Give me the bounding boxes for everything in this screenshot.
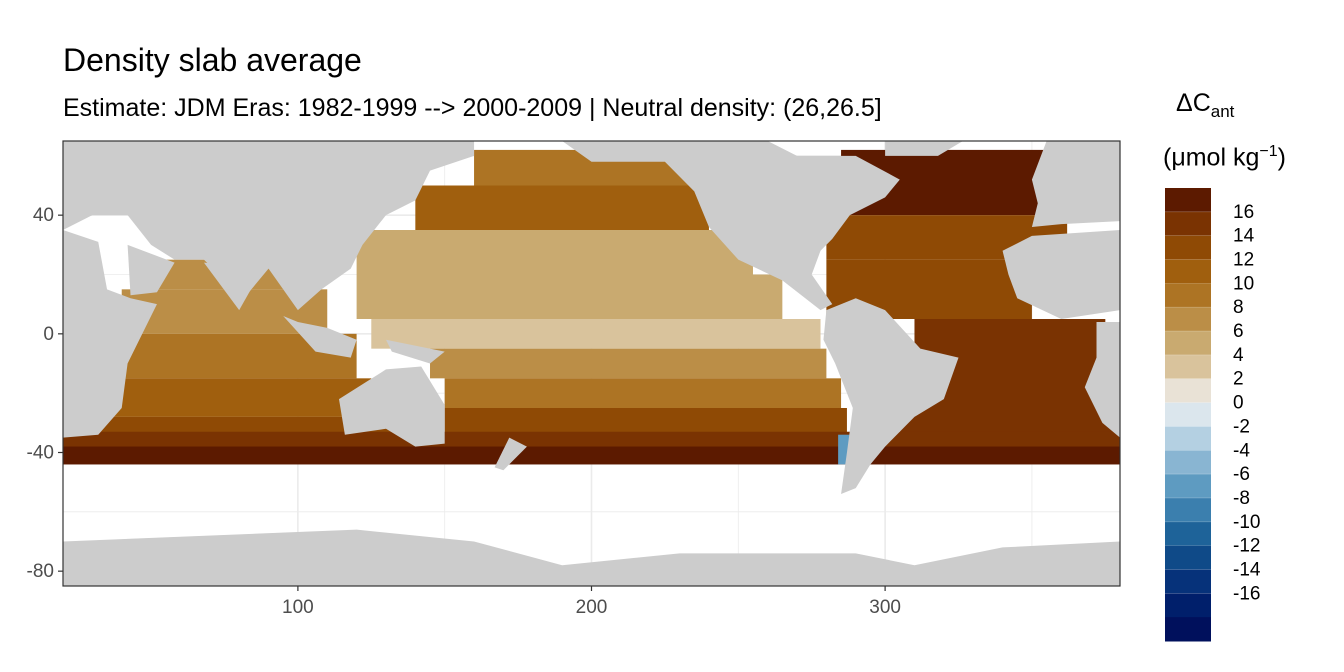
data-cell-band xyxy=(92,378,372,417)
land-mass xyxy=(63,141,475,311)
colorbar-label: 12 xyxy=(1233,250,1254,271)
legend-title-units: (μmol kg−1) xyxy=(1163,143,1286,172)
colorbar-label: 6 xyxy=(1233,321,1244,342)
colorbar-swatch xyxy=(1165,378,1211,404)
land-mass xyxy=(1002,230,1120,319)
axes: 40 0 -40 -80 100 200 300 xyxy=(27,205,901,618)
colorbar-swatch xyxy=(1165,569,1211,594)
y-tick-label: -80 xyxy=(27,561,54,582)
colorbar-swatch xyxy=(1165,474,1211,499)
colorbar-swatch xyxy=(1165,521,1211,547)
land-mass xyxy=(1084,321,1120,438)
colorbar-label: -6 xyxy=(1233,464,1250,485)
colorbar-swatch xyxy=(1165,354,1211,380)
colorbar-swatch xyxy=(1165,545,1211,570)
land-mass xyxy=(885,141,963,156)
colorbar-label: -10 xyxy=(1233,512,1260,533)
data-cell-band xyxy=(415,185,709,230)
colorbar-label: 16 xyxy=(1233,202,1254,223)
colorbar-label: 8 xyxy=(1233,297,1244,318)
y-tick-label: 40 xyxy=(33,205,54,226)
colorbar-swatch xyxy=(1165,497,1211,523)
colorbar-label: 14 xyxy=(1233,226,1255,247)
colorbar-label: -2 xyxy=(1233,416,1250,437)
colorbar-label: -8 xyxy=(1233,488,1250,509)
chart-title: Density slab average xyxy=(63,42,362,78)
colorbar-label: 0 xyxy=(1233,393,1244,414)
x-tick-label: 200 xyxy=(576,597,608,618)
colorbar-swatch xyxy=(1165,426,1211,451)
data-cell-band xyxy=(371,319,821,349)
land-mass xyxy=(63,230,157,438)
colorbar-label: -16 xyxy=(1233,583,1260,604)
data-cell-band xyxy=(444,378,842,408)
land-mass xyxy=(283,316,357,358)
data-cell-negative xyxy=(838,434,850,465)
land-mass xyxy=(823,298,959,495)
map-panel xyxy=(63,141,1120,586)
colorbar-label: 2 xyxy=(1233,369,1244,390)
y-tick-label: 0 xyxy=(43,324,54,345)
data-cell-band xyxy=(63,431,1120,447)
colorbar-swatch xyxy=(1165,617,1211,642)
x-tick-label: 100 xyxy=(282,597,314,618)
land-mass xyxy=(494,437,527,471)
land-mass xyxy=(1031,141,1120,228)
colorbar-swatch xyxy=(1165,283,1211,308)
colorbar-swatch xyxy=(1165,211,1211,237)
data-cell-band xyxy=(63,446,1120,465)
land-mass xyxy=(562,141,900,311)
colorbar-label: -14 xyxy=(1233,559,1261,580)
colorbar-swatch xyxy=(1165,593,1211,618)
land-mass xyxy=(127,244,175,296)
y-tick-label: -40 xyxy=(27,443,54,464)
chart-subtitle: Estimate: JDM Eras: 1982-1999 --> 2000-2… xyxy=(63,94,882,122)
land-mass xyxy=(203,262,263,311)
land-mass xyxy=(63,529,1120,586)
data-cell-band xyxy=(430,348,827,379)
colorbar-swatch xyxy=(1165,307,1211,332)
colorbar-label: 10 xyxy=(1233,273,1254,294)
colorbar-label: 4 xyxy=(1233,345,1244,366)
colorbar-swatch xyxy=(1165,331,1211,356)
data-cell-band xyxy=(356,274,783,319)
colorbar-swatch xyxy=(1165,259,1211,284)
colorbar-swatch xyxy=(1165,235,1211,261)
land-mass xyxy=(338,366,445,447)
colorbar-swatch xyxy=(1165,188,1211,213)
x-tick-label: 300 xyxy=(869,597,901,618)
colorbar-label: -4 xyxy=(1233,440,1250,461)
land-mass xyxy=(385,339,445,364)
legend-title-symbol: ΔCant xyxy=(1176,89,1235,121)
colorbar-swatch xyxy=(1165,450,1211,475)
data-cell-band xyxy=(356,230,753,275)
colorbar-swatch xyxy=(1165,402,1211,427)
colorbar-label: -12 xyxy=(1233,536,1260,557)
